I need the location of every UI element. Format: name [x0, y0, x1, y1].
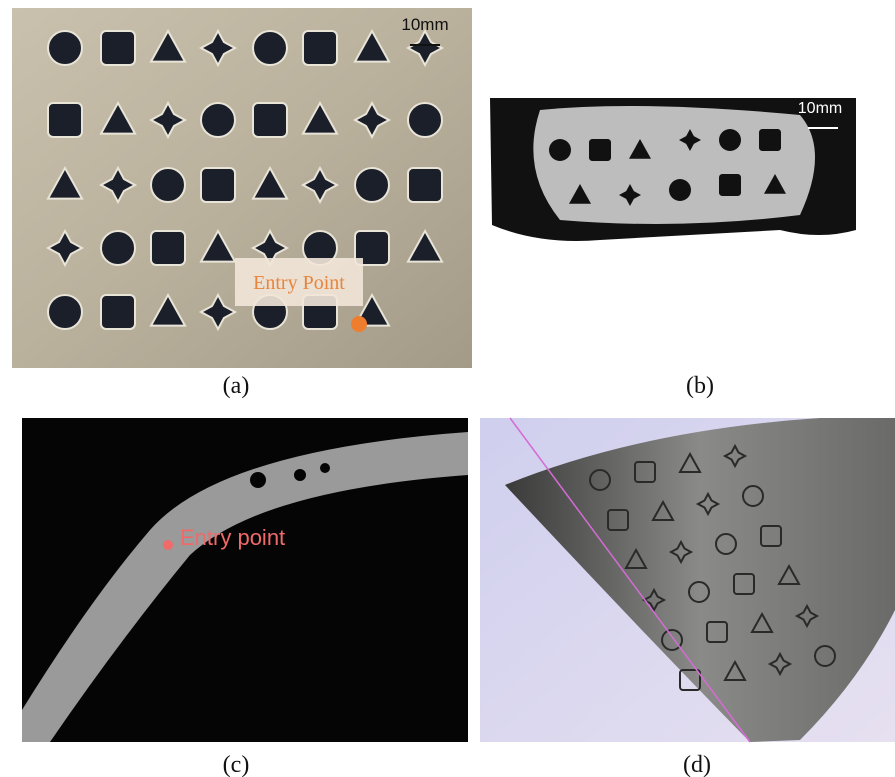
shape: [719, 174, 741, 196]
scale-label: 10mm: [798, 100, 842, 117]
shape: [408, 103, 442, 137]
panel-d: [480, 418, 895, 742]
entry-dot: [351, 316, 367, 332]
shape: [151, 168, 185, 202]
annotation: Entry point: [180, 525, 285, 550]
shape: [48, 31, 82, 65]
shape: [201, 168, 235, 202]
shape: [253, 31, 287, 65]
shape: [48, 295, 82, 329]
shape: [101, 295, 135, 329]
shape: [201, 103, 235, 137]
scale-label: 10mm: [401, 15, 448, 34]
shape: [101, 231, 135, 265]
shape: [759, 129, 781, 151]
panel-label: (b): [686, 373, 714, 399]
shape: [253, 103, 287, 137]
panel-label: (a): [223, 373, 250, 399]
scan-plate: [533, 106, 815, 224]
shape: [48, 103, 82, 137]
shape: [589, 139, 611, 161]
shape: [549, 139, 571, 161]
entry-dot: [163, 540, 173, 550]
shape: [101, 31, 135, 65]
panel-a: 10mm Entry Point: [12, 8, 472, 368]
panel-c: Entry point: [22, 418, 468, 742]
panel-label: (d): [683, 752, 711, 777]
annotation: Entry Point: [253, 272, 345, 294]
shape: [303, 31, 337, 65]
shape: [151, 231, 185, 265]
hole: [250, 472, 266, 488]
shape: [719, 129, 741, 151]
panel-label: (c): [223, 752, 250, 777]
shape: [669, 179, 691, 201]
hole: [294, 469, 306, 481]
panel-b: 10mm: [488, 98, 858, 243]
figure: 10mm Entry Point (a) 10mm (b) Entry poin…: [0, 0, 895, 777]
shape: [355, 168, 389, 202]
shape: [408, 168, 442, 202]
hole: [320, 463, 330, 473]
